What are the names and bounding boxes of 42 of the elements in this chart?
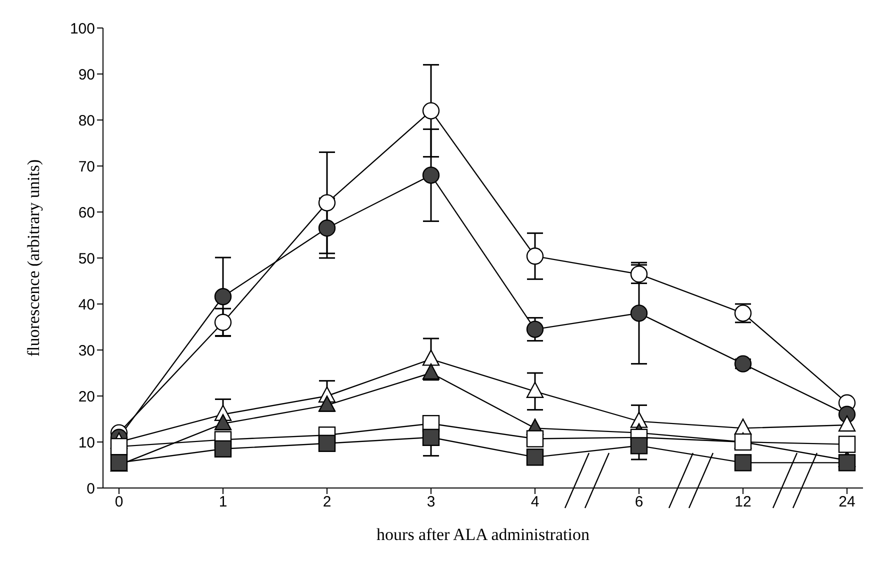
x-tick-label: 6 <box>634 494 644 511</box>
x-axis-title: hours after ALA administration <box>376 525 590 544</box>
point <box>526 320 544 338</box>
point <box>214 288 232 306</box>
point <box>110 438 128 456</box>
point <box>318 434 336 452</box>
x-tick-label: 4 <box>530 494 540 511</box>
point <box>214 414 232 430</box>
x-tick-label: 0 <box>114 494 124 511</box>
y-tick-label: 20 <box>78 388 95 406</box>
point <box>734 355 752 372</box>
y-tick-label: 10 <box>78 434 95 452</box>
x-tick-label: 3 <box>426 494 436 511</box>
point <box>422 166 440 184</box>
point <box>422 428 440 446</box>
point <box>214 440 232 458</box>
point <box>734 454 752 472</box>
x-tick-label: 12 <box>734 494 752 511</box>
point <box>630 437 648 454</box>
y-tick-label: 80 <box>78 112 95 130</box>
y-tick-label: 70 <box>78 158 95 176</box>
y-tick-label: 100 <box>70 20 95 38</box>
x-tick-label: 1 <box>218 494 228 511</box>
y-tick-label: 60 <box>78 204 95 222</box>
y-tick-label: 0 <box>86 480 95 498</box>
x-tick-label: 2 <box>322 494 332 511</box>
y-tick-label: 90 <box>78 66 95 84</box>
point <box>526 382 544 398</box>
y-axis-title: fluorescence (arbitrary units) <box>24 159 44 357</box>
y-tick-label: 40 <box>78 296 95 314</box>
point <box>838 454 856 472</box>
point <box>630 304 648 322</box>
x-tick-label: 24 <box>838 494 856 511</box>
y-tick-label: 50 <box>78 250 95 268</box>
point <box>526 430 544 448</box>
y-tick-label: 30 <box>78 342 95 360</box>
point <box>318 220 336 237</box>
point <box>526 448 544 466</box>
point <box>318 396 336 412</box>
point <box>422 350 440 366</box>
point <box>422 363 440 380</box>
point <box>838 415 856 432</box>
